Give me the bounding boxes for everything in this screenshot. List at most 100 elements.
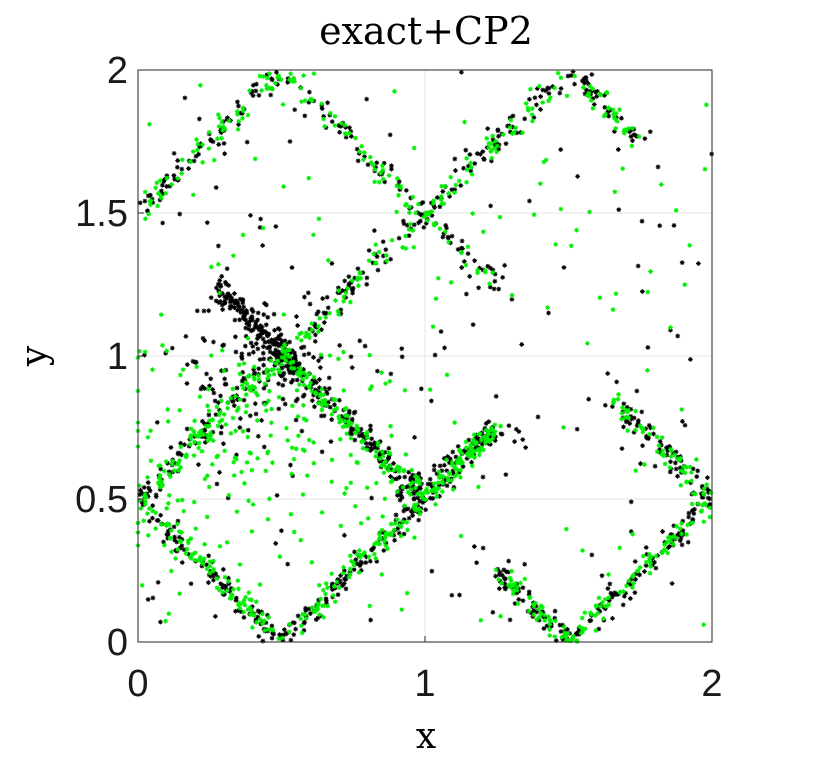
data-point [379, 527, 385, 533]
data-point [682, 282, 688, 288]
data-point [580, 629, 585, 635]
data-point [677, 538, 683, 544]
data-point [342, 418, 348, 424]
data-point [196, 430, 202, 435]
data-point [458, 533, 464, 539]
data-point [610, 107, 616, 113]
data-point [164, 523, 169, 528]
data-point [412, 473, 418, 479]
data-point [671, 523, 677, 529]
data-point [464, 167, 470, 173]
data-point [394, 466, 400, 472]
data-point [525, 105, 531, 111]
data-point [444, 468, 450, 473]
data-point [625, 126, 631, 132]
data-point [598, 603, 603, 609]
data-point [261, 444, 267, 450]
data-point [240, 297, 246, 302]
data-point [531, 212, 537, 218]
data-point [686, 514, 692, 520]
data-point [341, 298, 347, 304]
data-point [693, 457, 699, 462]
data-point [214, 404, 220, 410]
data-point [290, 620, 296, 626]
data-point [217, 469, 222, 475]
data-point [561, 265, 567, 270]
data-point [245, 335, 251, 341]
data-point [196, 462, 201, 467]
data-point [357, 149, 363, 155]
data-point [267, 71, 272, 77]
data-point [410, 194, 416, 200]
data-point [236, 608, 241, 613]
data-point [555, 70, 561, 76]
data-point [202, 386, 208, 391]
data-point [290, 359, 296, 365]
data-point [626, 415, 631, 420]
data-point [624, 583, 629, 589]
data-point [351, 567, 357, 573]
data-point [460, 460, 465, 465]
data-point [337, 436, 343, 442]
data-point [159, 483, 165, 489]
data-point [400, 519, 406, 525]
data-point [452, 190, 457, 196]
data-point [515, 601, 521, 607]
data-point [306, 332, 312, 338]
data-point [315, 329, 321, 334]
data-point [329, 581, 335, 587]
data-point [547, 633, 553, 638]
data-point [455, 467, 461, 473]
data-point [319, 386, 325, 392]
data-point [625, 409, 630, 415]
data-point [514, 130, 520, 136]
data-point [262, 329, 268, 334]
data-point [261, 74, 266, 79]
data-point [289, 265, 295, 270]
data-point [631, 572, 636, 578]
data-point [157, 472, 163, 478]
data-point [410, 472, 416, 478]
data-point [298, 370, 304, 375]
data-point [457, 469, 462, 475]
data-point [236, 122, 241, 127]
data-point [320, 587, 326, 593]
data-point [620, 166, 626, 172]
data-point [222, 298, 228, 304]
data-point [194, 308, 200, 314]
data-point [470, 322, 476, 328]
data-point [552, 85, 558, 91]
data-point [418, 201, 424, 207]
data-point [527, 594, 533, 600]
data-point [307, 611, 313, 616]
data-point [682, 470, 688, 476]
data-point [264, 345, 270, 351]
data-point [477, 265, 482, 271]
data-point [224, 295, 230, 301]
data-point [288, 350, 294, 356]
data-point [704, 482, 710, 488]
data-point [693, 491, 698, 497]
data-point [377, 451, 383, 457]
data-point [311, 71, 317, 77]
data-point [400, 484, 406, 490]
data-point [297, 366, 303, 371]
data-point [682, 422, 688, 428]
data-point [498, 613, 503, 619]
data-point [541, 626, 547, 631]
data-point [216, 142, 222, 147]
data-point [585, 81, 591, 87]
data-point [353, 135, 358, 141]
data-point [410, 477, 416, 483]
data-point [370, 162, 376, 168]
data-point [269, 367, 274, 373]
data-point [301, 344, 307, 350]
data-point [183, 333, 189, 339]
data-point [367, 386, 373, 392]
data-point [278, 77, 284, 83]
data-point [415, 201, 421, 207]
data-point [379, 572, 385, 577]
data-point [629, 585, 635, 591]
data-point [650, 561, 656, 567]
data-point [225, 291, 231, 297]
